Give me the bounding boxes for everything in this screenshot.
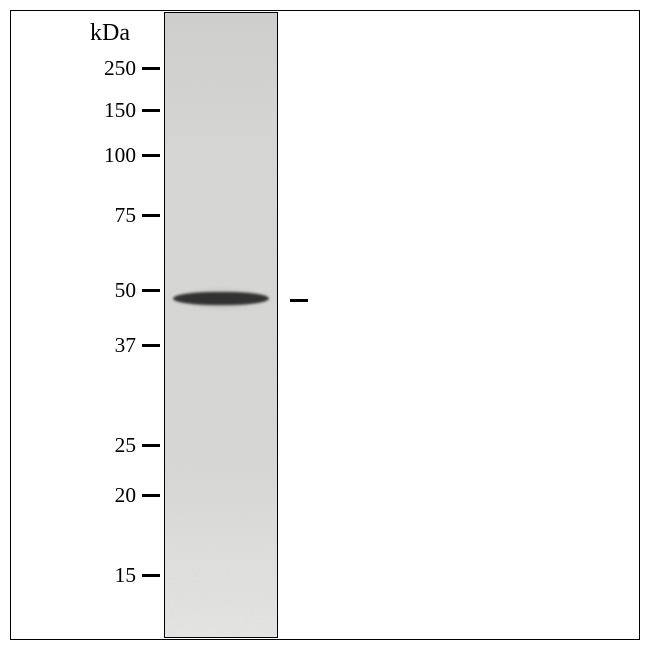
ladder-label-25: 25 [115,433,136,458]
units-label: kDa [90,20,130,47]
ladder-label-250: 250 [104,56,136,81]
ladder-label-50: 50 [115,278,136,303]
blot-lane [164,12,278,638]
protein-band-1-halo [169,287,273,311]
ladder-label-100: 100 [104,143,136,168]
ladder-tick-50 [142,289,160,292]
ladder-tick-20 [142,494,160,497]
ladder-label-150: 150 [104,98,136,123]
ladder-label-15: 15 [115,563,136,588]
ladder-label-75: 75 [115,203,136,228]
ladder-tick-15 [142,574,160,577]
target-band-tick [290,299,308,302]
ladder-label-20: 20 [115,483,136,508]
ladder-tick-75 [142,214,160,217]
lane-grain [165,13,278,638]
ladder-tick-25 [142,444,160,447]
ladder-tick-150 [142,109,160,112]
ladder-tick-250 [142,67,160,70]
ladder-label-37: 37 [115,333,136,358]
ladder-tick-37 [142,344,160,347]
ladder-tick-100 [142,154,160,157]
